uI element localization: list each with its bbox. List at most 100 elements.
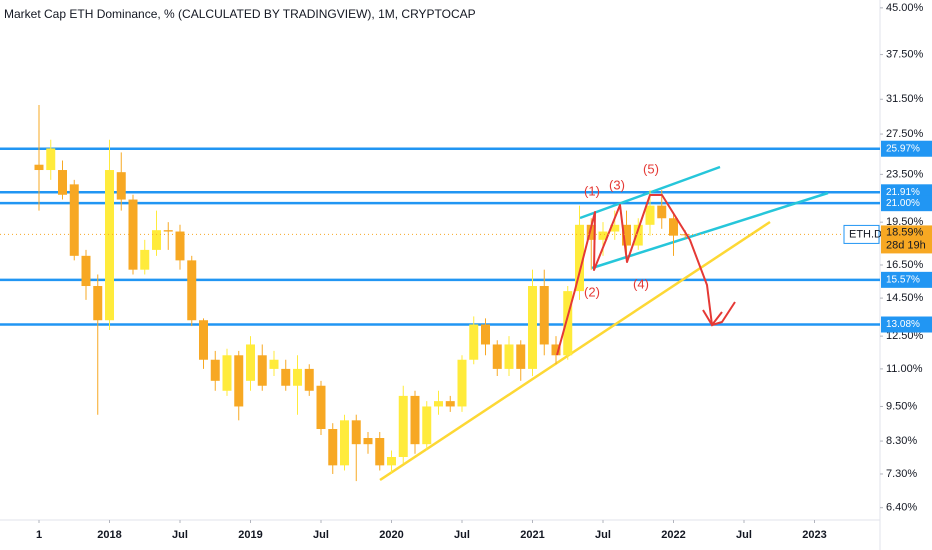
candle-body xyxy=(410,395,420,445)
candle-body xyxy=(105,170,114,321)
y-tick-label: 37.50% xyxy=(886,48,924,60)
level-tag xyxy=(881,316,932,333)
candle-body xyxy=(175,231,185,261)
y-tick-label: 9.50% xyxy=(886,400,917,412)
x-tick-label: Jul xyxy=(736,529,752,541)
candle-body xyxy=(457,359,467,407)
candle-body xyxy=(375,438,385,466)
wave-label: (1) xyxy=(584,183,600,198)
candle-body xyxy=(622,224,631,246)
trendline xyxy=(379,220,771,482)
candle-body xyxy=(586,224,596,240)
y-tick-label: 31.50% xyxy=(886,93,924,105)
x-tick-label: 2022 xyxy=(661,529,685,541)
candle-body xyxy=(340,420,349,466)
symbol-tag xyxy=(843,224,880,244)
x-tick-label: Jul xyxy=(454,529,470,541)
x-tick-label: 1 xyxy=(36,529,42,541)
candle-body xyxy=(422,406,432,445)
x-tick-label: 2021 xyxy=(520,529,544,541)
x-tick-label: Jul xyxy=(172,529,188,541)
candle-body xyxy=(610,224,620,232)
y-tick-label: 12.50% xyxy=(886,330,924,342)
price-label: 18.59% xyxy=(886,226,924,238)
y-tick-label: 14.50% xyxy=(886,292,924,304)
level-label: 21.91% xyxy=(886,187,920,198)
y-tick-label: 11.00% xyxy=(886,363,923,375)
candle-body xyxy=(481,324,490,345)
candle-body xyxy=(210,359,220,381)
candle-body xyxy=(551,344,561,356)
level-label: 13.08% xyxy=(886,319,920,330)
candle-body xyxy=(187,260,197,321)
y-tick-label: 23.50% xyxy=(886,168,924,180)
candle-body xyxy=(234,355,244,407)
wave-label: (3) xyxy=(609,177,625,192)
candle-body xyxy=(269,359,279,369)
level-tag xyxy=(881,140,932,157)
candle-body xyxy=(163,230,173,232)
candle-body xyxy=(504,344,514,369)
y-tick-label: 16.50% xyxy=(886,259,924,271)
level-label: 15.57% xyxy=(886,274,920,285)
wave-label: (4) xyxy=(633,276,649,291)
candle-body xyxy=(516,344,526,369)
candle-body xyxy=(528,286,537,369)
candle-body xyxy=(387,456,396,466)
wave-label: (5) xyxy=(643,161,659,176)
candle-body xyxy=(633,224,643,246)
y-tick-label: 27.50% xyxy=(886,128,924,140)
candle-body xyxy=(69,184,79,256)
candle-body xyxy=(328,429,338,466)
candle-body xyxy=(46,148,56,171)
x-tick-label: 2020 xyxy=(379,529,403,541)
candle-body xyxy=(492,344,502,369)
y-tick-label: 7.30% xyxy=(886,468,917,480)
candle-body xyxy=(669,218,678,236)
candle-body xyxy=(598,231,608,240)
x-tick-label: 2018 xyxy=(97,529,121,541)
candle-body xyxy=(293,368,302,386)
candle-body xyxy=(81,255,91,287)
candle-body xyxy=(34,164,44,171)
wave-label: (2) xyxy=(584,284,600,299)
candle-body xyxy=(539,286,549,345)
candle-body xyxy=(469,324,479,360)
candle-body xyxy=(246,344,255,381)
candle-body xyxy=(58,170,67,195)
level-label: 21.00% xyxy=(886,198,920,209)
candle-body xyxy=(445,401,455,407)
candle-body xyxy=(93,286,103,321)
x-tick-label: Jul xyxy=(595,529,611,541)
arrow-head xyxy=(702,309,723,327)
candle-body xyxy=(563,291,573,356)
level-tag xyxy=(881,271,932,288)
candle-body xyxy=(434,401,443,407)
candle-body xyxy=(398,395,408,457)
candle-body xyxy=(363,438,373,445)
candle-body xyxy=(316,385,326,430)
candle-body xyxy=(304,368,314,391)
candle-body xyxy=(281,368,291,386)
x-tick-label: Jul xyxy=(313,529,329,541)
candle-body xyxy=(351,420,361,445)
chart-title: Market Cap ETH Dominance, % (CALCULATED … xyxy=(4,7,476,21)
candle-body xyxy=(680,234,690,236)
symbol-label: ETH.D xyxy=(849,228,882,240)
countdown-label: 28d 19h xyxy=(886,239,926,251)
y-tick-label: 8.30% xyxy=(886,435,917,447)
candle-body xyxy=(152,230,161,250)
levels xyxy=(0,147,880,326)
candle-body xyxy=(140,249,150,270)
candle-body xyxy=(575,224,584,292)
y-tick-label: 45.00% xyxy=(886,2,924,14)
price-tag xyxy=(881,225,932,254)
y-tick-label: 19.50% xyxy=(886,216,924,228)
candle-body xyxy=(199,320,208,360)
candle-body xyxy=(222,355,232,391)
x-tick-label: 2023 xyxy=(802,529,826,541)
y-tick-label: 6.40% xyxy=(886,502,917,514)
candle-body xyxy=(128,199,138,270)
